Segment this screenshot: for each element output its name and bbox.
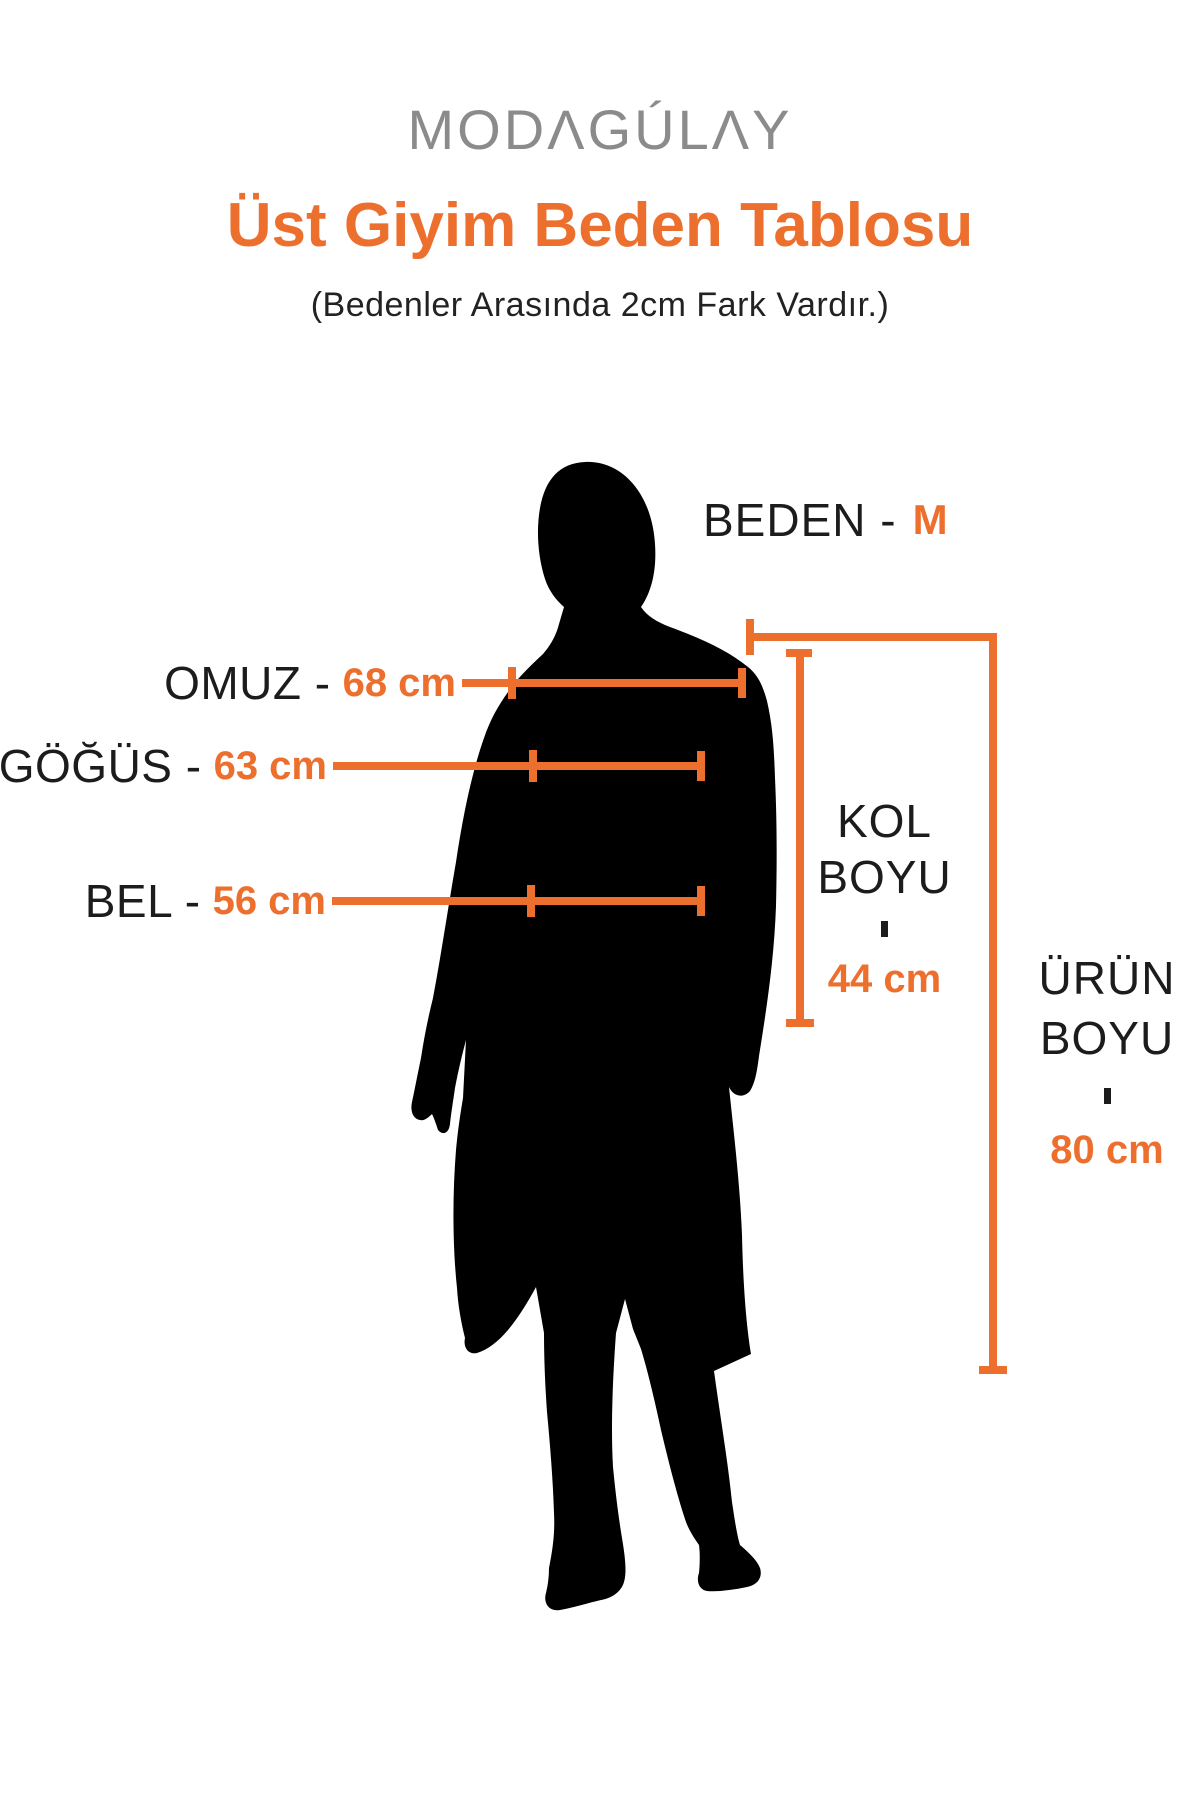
urun-tick-separator (1103, 1088, 1111, 1104)
person-silhouette (411, 461, 777, 1611)
beden-size-label: BEDEN - M (703, 494, 949, 546)
measurement-lines (332, 619, 1007, 1374)
omuz-label-text: OMUZ - (164, 657, 331, 709)
bel-label: BEL - 56 cm (0, 873, 326, 929)
urun-boyu-label-text: ÜRÜN BOYU (1038, 952, 1176, 1064)
page-subtitle: (Bedenler Arasında 2cm Fark Vardır.) (310, 286, 890, 324)
kol-tick-separator (881, 921, 888, 937)
page-title: Üst Giyim Beden Tablosu (226, 191, 974, 260)
urun-boyu-label: ÜRÜN BOYU 80 cm (1012, 948, 1200, 1180)
kol-boyu-value: 44 cm (827, 957, 942, 1001)
bel-label-text: BEL - (84, 875, 201, 927)
beden-size-value: M (912, 496, 949, 543)
beden-label-text: BEDEN - (703, 494, 897, 546)
bel-value: 56 cm (212, 878, 326, 923)
brand-logo: MODΛGÚLΛY (407, 98, 793, 161)
urun-measure-line (750, 633, 997, 1370)
omuz-label: OMUZ - 68 cm (0, 655, 456, 711)
gogus-label-text: GÖĞÜS - (0, 740, 202, 792)
kol-boyu-label-text: KOL BOYU (817, 795, 952, 903)
gogus-value: 63 cm (213, 743, 327, 788)
kol-boyu-label: KOL BOYU 44 cm (792, 793, 977, 1007)
gogus-label: GÖĞÜS - 63 cm (0, 738, 327, 794)
urun-boyu-value: 80 cm (1050, 1128, 1164, 1172)
omuz-value: 68 cm (342, 660, 456, 705)
